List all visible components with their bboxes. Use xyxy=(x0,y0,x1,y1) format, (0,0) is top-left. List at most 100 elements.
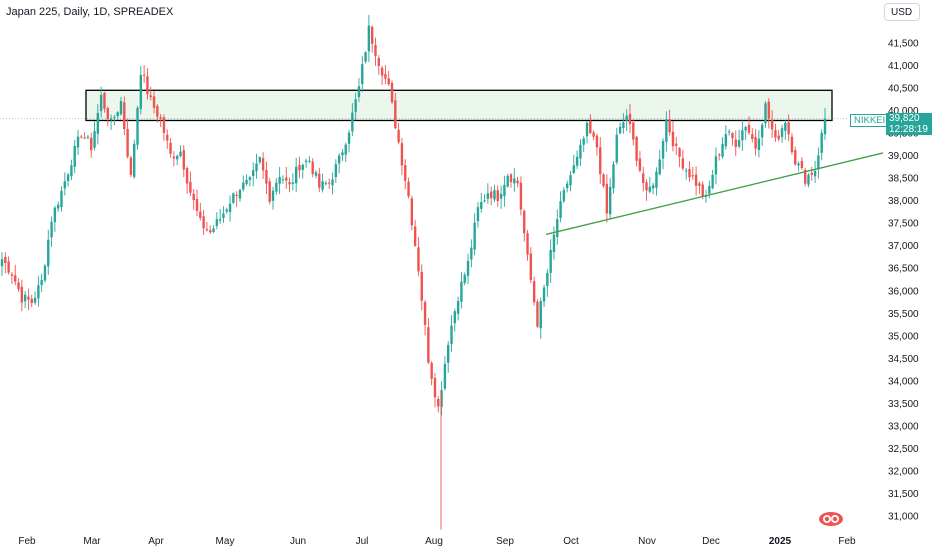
x-tick-label: Feb xyxy=(838,536,856,547)
candle-body xyxy=(146,76,149,95)
candle-body xyxy=(777,135,780,140)
candle-body xyxy=(463,274,466,283)
candle-body xyxy=(787,122,790,135)
candle-body xyxy=(271,190,275,201)
candle-body xyxy=(529,253,533,280)
candle-body xyxy=(288,182,291,185)
candle-body xyxy=(823,118,827,135)
candle-body xyxy=(780,128,784,138)
candle-body xyxy=(559,201,562,218)
candle-body xyxy=(575,156,579,166)
candle-body xyxy=(384,73,387,79)
candle-body xyxy=(33,297,37,303)
candle-body xyxy=(784,122,787,131)
candle-body xyxy=(156,105,159,117)
candle-body xyxy=(251,170,255,177)
y-tick-label: 35,000 xyxy=(888,331,919,342)
candle-body xyxy=(10,274,14,276)
candle-body xyxy=(291,182,295,185)
candle-body xyxy=(433,378,437,398)
x-tick-label: May xyxy=(216,536,235,547)
candle-body xyxy=(579,144,582,159)
candle-body xyxy=(40,279,43,286)
candle-body xyxy=(166,134,169,141)
candle-body xyxy=(612,164,615,189)
x-tick-label: 2025 xyxy=(769,536,792,547)
candle-body xyxy=(192,193,195,201)
candle-body xyxy=(493,190,496,200)
candle-body xyxy=(60,190,63,208)
candle-body xyxy=(73,145,76,167)
candle-body xyxy=(761,124,764,138)
candle-body xyxy=(635,136,638,161)
candle-body xyxy=(661,141,665,159)
chart-title: Japan 225, Daily, 1D, SPREADEX xyxy=(6,6,174,18)
time-axis[interactable]: Feb Mar Apr May Jun Jul Aug Sep Oct Nov Dec 2025 Feb xyxy=(18,536,856,547)
candle-body xyxy=(447,344,450,363)
y-tick-label: 38,000 xyxy=(888,196,919,207)
candle-body xyxy=(119,101,123,115)
x-tick-label: Nov xyxy=(638,536,656,547)
candle-body xyxy=(754,136,757,149)
x-tick-label: Mar xyxy=(83,536,101,547)
candle-body xyxy=(480,202,483,209)
candle-body xyxy=(66,174,70,182)
candle-body xyxy=(394,100,397,129)
candle-body xyxy=(126,128,129,157)
candle-body xyxy=(572,165,576,173)
candle-body xyxy=(337,155,341,164)
candle-body xyxy=(199,211,202,218)
candle-body xyxy=(691,175,694,177)
candle-body xyxy=(618,126,622,134)
y-tick-label: 40,000 xyxy=(888,106,919,117)
y-tick-label: 33,000 xyxy=(888,421,919,432)
candle-body xyxy=(731,133,734,139)
candle-body xyxy=(209,230,212,233)
candle-body xyxy=(328,182,331,184)
candle-body xyxy=(440,390,443,407)
candle-body xyxy=(536,301,539,327)
candle-body xyxy=(671,131,675,147)
candle-body xyxy=(665,119,668,142)
candle-body xyxy=(106,108,109,119)
candle-body xyxy=(90,137,93,151)
candle-body xyxy=(400,143,404,166)
candle-body xyxy=(294,166,298,184)
candle-body xyxy=(770,120,774,130)
resistance-zone[interactable] xyxy=(85,89,833,122)
price-axis[interactable]: 31,000 31,500 32,000 32,500 33,000 33,500 34,0… xyxy=(888,39,919,523)
x-tick-label: Jul xyxy=(356,536,369,547)
last-price-badge: 39,820 12:28:19 xyxy=(886,113,932,135)
candle-body xyxy=(304,160,308,163)
candle-body xyxy=(420,271,423,301)
candle-body xyxy=(351,112,354,132)
candle-body xyxy=(321,181,324,190)
candle-body xyxy=(744,127,747,131)
candle-body xyxy=(116,112,119,117)
candle-body xyxy=(585,122,589,137)
candle-body xyxy=(275,182,278,192)
y-tick-label: 39,000 xyxy=(888,151,919,162)
candle-body xyxy=(341,152,344,156)
support-trendline[interactable] xyxy=(545,152,884,236)
candle-body xyxy=(407,181,410,197)
candle-body xyxy=(747,124,751,133)
candle-body xyxy=(377,58,380,66)
candle-body xyxy=(503,184,506,197)
candle-body xyxy=(519,182,523,210)
candle-body xyxy=(255,163,258,172)
candle-body xyxy=(314,172,318,176)
candle-body xyxy=(235,195,238,197)
candle-body xyxy=(261,158,265,171)
candle-body xyxy=(172,156,176,159)
currency-selector[interactable]: USD xyxy=(884,3,920,21)
candle-body xyxy=(552,234,556,253)
y-tick-label: 32,000 xyxy=(888,466,919,477)
candle-body xyxy=(99,95,103,112)
candle-body xyxy=(648,186,652,192)
candle-body xyxy=(139,74,143,109)
candle-body xyxy=(807,174,810,185)
candle-body xyxy=(37,285,40,299)
candle-body xyxy=(698,183,701,186)
